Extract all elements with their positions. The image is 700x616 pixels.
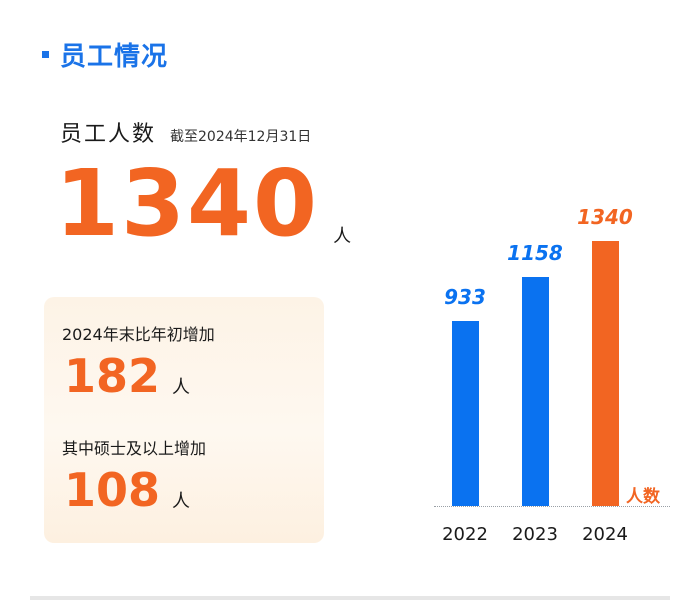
bar-value-label: 933 — [444, 285, 486, 309]
headcount-total: 1340 人 — [55, 158, 351, 250]
bar-2023 — [522, 277, 549, 506]
growth-total-label: 2024年末比年初增加 — [62, 325, 215, 344]
growth-masters: 108 人 — [64, 467, 190, 513]
growth-total-value: 182 — [64, 349, 161, 403]
headcount-unit: 人 — [333, 226, 352, 247]
headcount-bar-chart: 人数 933 2022 1158 2023 1340 2024 — [420, 180, 680, 560]
x-axis-label: 2024 — [582, 524, 628, 545]
bar-value-label: 1340 — [577, 205, 633, 229]
x-axis-label: 2023 — [512, 524, 558, 545]
section-title: 员工情况 — [60, 41, 169, 72]
section-header: 员工情况 — [42, 34, 168, 74]
growth-total-unit: 人 — [172, 377, 191, 398]
bar-2024 — [592, 241, 619, 506]
growth-masters-value: 108 — [64, 463, 161, 517]
growth-masters-label: 其中硕士及以上增加 — [62, 439, 207, 458]
bar-2022 — [452, 321, 479, 506]
bullet-square-icon — [42, 50, 49, 58]
headcount-value: 1340 — [55, 150, 320, 257]
as-of-date: 截至2024年12月31日 — [170, 129, 312, 145]
growth-total: 182 人 — [64, 353, 190, 399]
growth-card: 2024年末比年初增加 182 人 其中硕士及以上增加 108 人 — [44, 297, 324, 543]
x-axis-label: 2022 — [442, 524, 488, 545]
headcount-label: 员工人数 — [60, 122, 157, 147]
chart-baseline — [434, 506, 670, 507]
section-divider — [30, 596, 670, 600]
bar-value-label: 1158 — [507, 241, 563, 265]
growth-masters-unit: 人 — [172, 491, 191, 512]
headcount-heading: 员工人数 截至2024年12月31日 — [60, 116, 311, 148]
chart-unit-label: 人数 — [626, 487, 660, 507]
